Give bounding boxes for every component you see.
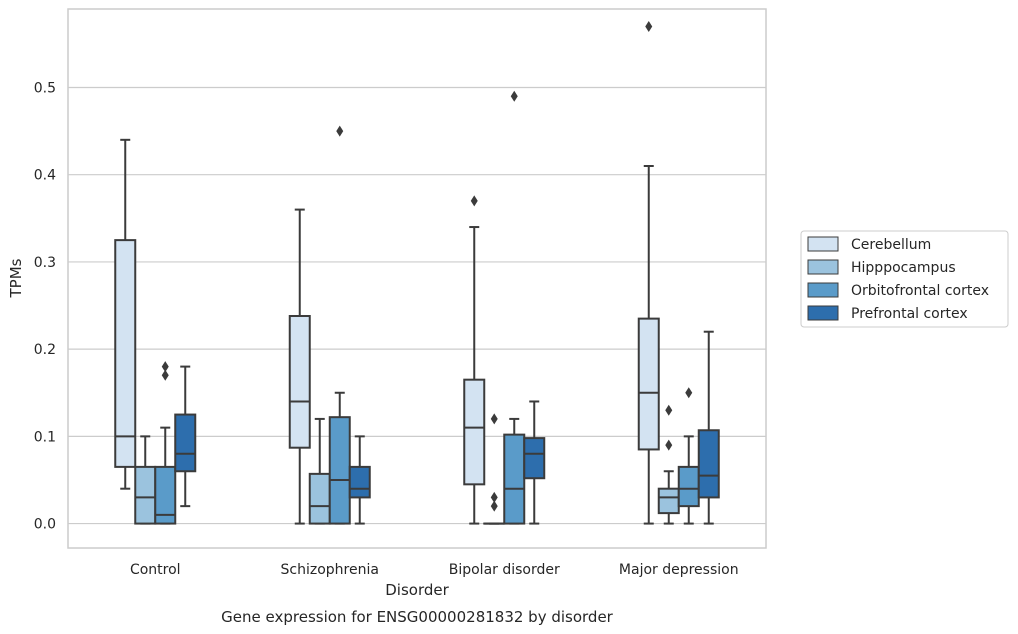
box-iqr bbox=[657, 487, 680, 515]
box-group bbox=[503, 90, 526, 525]
y-tick-label: 0.3 bbox=[34, 255, 56, 271]
box-group bbox=[288, 208, 311, 525]
box-iqr bbox=[463, 378, 486, 486]
outlier-point bbox=[470, 195, 478, 207]
box-iqr bbox=[697, 429, 720, 499]
legend-swatch bbox=[807, 236, 839, 252]
box-iqr bbox=[523, 437, 546, 480]
box-group bbox=[697, 330, 720, 525]
box-group bbox=[134, 435, 157, 525]
legend-swatch bbox=[807, 259, 839, 275]
box-iqr bbox=[503, 433, 526, 525]
box-series bbox=[114, 20, 720, 525]
legend-swatch bbox=[807, 305, 839, 321]
box-group bbox=[154, 361, 177, 525]
gridlines bbox=[68, 86, 766, 525]
outlier-point bbox=[510, 90, 518, 102]
box-group bbox=[114, 138, 137, 490]
box-group bbox=[174, 365, 197, 508]
y-tick-label: 0.5 bbox=[34, 80, 56, 96]
legend-swatch bbox=[807, 282, 839, 298]
legend-label: Cerebellum bbox=[851, 237, 931, 253]
plot-frame bbox=[67, 8, 767, 549]
y-tick-label: 0.0 bbox=[34, 517, 56, 533]
box-group bbox=[523, 400, 546, 525]
legend-frame bbox=[800, 230, 1009, 328]
legend-label: Orbitofrontal cortex bbox=[851, 283, 989, 299]
outlier-point bbox=[490, 491, 498, 503]
box-group bbox=[483, 413, 506, 525]
box-iqr bbox=[174, 413, 197, 473]
x-axis-ticks: Control Schizophrenia Bipolar disorder Majo… bbox=[130, 562, 739, 578]
box-iqr bbox=[677, 465, 700, 508]
box-group bbox=[637, 20, 660, 525]
y-axis-ticks: 0.0 0.1 0.2 0.3 0.4 0.5 bbox=[34, 80, 56, 532]
outlier-point bbox=[665, 439, 673, 451]
outlier-point bbox=[685, 387, 693, 399]
box-group bbox=[657, 404, 680, 525]
legend: Cerebellum Hipppocampus Orbitofrontal cort… bbox=[800, 230, 1009, 328]
y-axis-label: TPMs bbox=[7, 258, 25, 298]
outlier-point bbox=[645, 20, 653, 32]
box-iqr bbox=[308, 472, 331, 525]
outlier-point bbox=[665, 404, 673, 416]
x-tick-label: Control bbox=[130, 562, 181, 578]
x-tick-label: Bipolar disorder bbox=[449, 562, 560, 578]
x-tick-label: Schizophrenia bbox=[281, 562, 379, 578]
box-iqr bbox=[288, 315, 311, 449]
legend-label: Prefrontal cortex bbox=[851, 306, 968, 322]
box-group bbox=[308, 417, 331, 525]
x-tick-label: Major depression bbox=[619, 562, 739, 578]
outlier-point bbox=[161, 361, 169, 373]
box-iqr bbox=[134, 465, 157, 525]
box-iqr bbox=[637, 317, 660, 451]
box-group bbox=[348, 435, 371, 525]
box-iqr bbox=[114, 239, 137, 468]
box-group bbox=[463, 195, 486, 525]
x-axis-label: Disorder bbox=[385, 581, 449, 599]
outlier-point bbox=[161, 369, 169, 381]
y-tick-label: 0.1 bbox=[34, 429, 56, 445]
legend-label: Hipppocampus bbox=[851, 260, 956, 276]
outlier-point bbox=[490, 413, 498, 425]
chart-caption: Gene expression for ENSG00000281832 by d… bbox=[221, 608, 614, 626]
box-group bbox=[328, 125, 351, 525]
outlier-point bbox=[336, 125, 344, 137]
box-iqr bbox=[328, 416, 351, 525]
y-tick-label: 0.2 bbox=[34, 342, 56, 358]
box-group bbox=[677, 387, 700, 525]
outlier-point bbox=[490, 500, 498, 512]
y-tick-label: 0.4 bbox=[34, 168, 56, 184]
box-iqr bbox=[348, 465, 371, 499]
box-iqr bbox=[154, 465, 177, 525]
